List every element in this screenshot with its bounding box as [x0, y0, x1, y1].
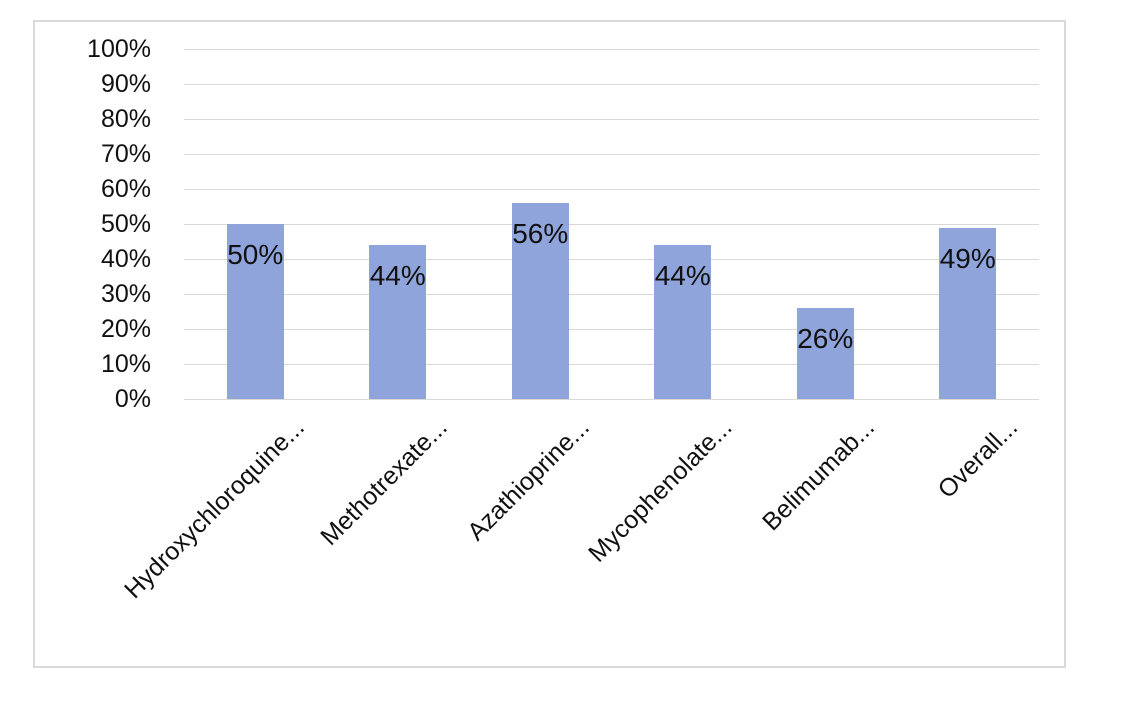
gridline-70 [184, 154, 1039, 155]
gridline-50 [184, 224, 1039, 225]
bar-3 [654, 245, 712, 399]
plot-area [184, 49, 1039, 400]
gridline-40 [184, 259, 1039, 260]
y-tick-label-30: 30% [100, 280, 151, 308]
y-tick-label-80: 80% [100, 105, 151, 133]
y-tick-label-60: 60% [100, 175, 151, 203]
gridline-10 [184, 364, 1039, 365]
x-tick-label-3: Mycophenolate... [583, 413, 738, 568]
bar-1 [369, 245, 427, 399]
y-tick-label-10: 10% [100, 350, 151, 378]
bar-5 [939, 227, 997, 399]
gridline-80 [184, 119, 1039, 120]
y-tick-label-100: 100% [87, 35, 151, 63]
x-tick-label-1: Methotrexate... [315, 413, 453, 552]
y-tick-label-50: 50% [100, 210, 151, 238]
y-tick-label-70: 70% [100, 140, 151, 168]
x-tick-label-0: Hydroxychloroquine... [119, 413, 311, 605]
gridline-90 [184, 84, 1039, 85]
bar-4 [796, 308, 854, 399]
y-tick-label-40: 40% [100, 245, 151, 273]
x-tick-label-2: Azathioprine... [462, 413, 596, 547]
bar-2 [511, 203, 569, 399]
y-tick-label-90: 90% [100, 70, 151, 98]
chart-frame: 100% 90% 80% 70% 60% 50% 40% 30% 20% 10% 0% Hydrox… [33, 20, 1066, 668]
x-tick-label-4: Belimumab... [757, 413, 881, 537]
gridline-100 [184, 49, 1039, 50]
gridline-0 [184, 399, 1039, 400]
gridline-60 [184, 189, 1039, 190]
y-tick-label-0: 0% [114, 385, 151, 413]
bar-0 [226, 224, 284, 399]
gridline-20 [184, 329, 1039, 330]
gridline-30 [184, 294, 1039, 295]
y-tick-label-20: 20% [100, 315, 151, 343]
x-tick-label-5: Overall... [932, 413, 1023, 504]
